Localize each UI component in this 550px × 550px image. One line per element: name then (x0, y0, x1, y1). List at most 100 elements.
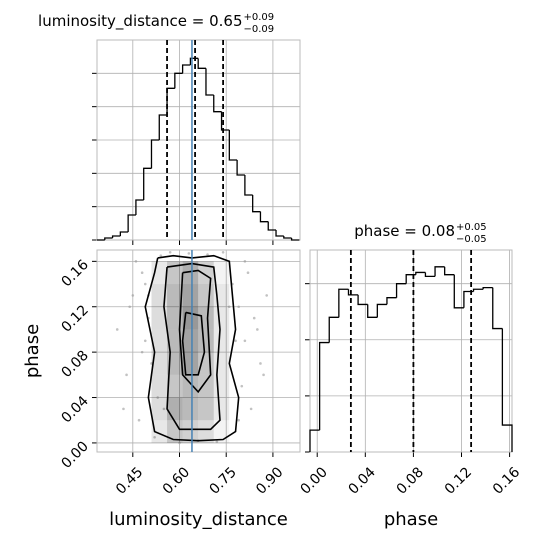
sample-point (256, 328, 259, 331)
hist-step (501, 328, 513, 452)
hist-step (205, 68, 214, 96)
hist-step (405, 274, 416, 284)
x-tick-label: 0.08 (394, 464, 427, 497)
sample-point (140, 350, 144, 354)
sample-point (237, 418, 240, 422)
density-cell (198, 420, 214, 443)
density-cell (182, 397, 199, 421)
sample-point (140, 271, 144, 274)
hist-step (135, 199, 144, 215)
hist-step (318, 341, 330, 431)
hist-step (252, 195, 261, 213)
axes-frame (96, 249, 301, 453)
sample-point (159, 254, 163, 257)
density-cell (198, 306, 214, 330)
sample-point (150, 362, 153, 365)
x-axis-label: luminosity_distance (109, 509, 288, 530)
density-cell (167, 397, 183, 421)
sample-point (215, 440, 219, 444)
sample-point (134, 260, 138, 263)
sample-point (243, 339, 247, 343)
sample-point (143, 339, 147, 343)
hist-step (244, 175, 253, 196)
density-cell (182, 261, 199, 285)
sample-point (246, 271, 250, 274)
y-tick-label: 0.12 (58, 302, 91, 335)
hist-step (386, 297, 397, 305)
density-cell (151, 329, 168, 353)
title-lower: −0.09 (244, 24, 275, 35)
y-tick-label: 0.08 (58, 348, 91, 381)
contour (144, 254, 240, 442)
title-lower: −0.05 (456, 234, 487, 245)
density-cell (213, 397, 230, 421)
hist-step (275, 230, 284, 237)
hist-step (434, 266, 445, 277)
sample-point (240, 384, 244, 388)
sample-point (178, 441, 181, 445)
hist-step (197, 58, 206, 69)
density-cell (151, 306, 168, 330)
hist-step (150, 139, 160, 169)
density-cell (213, 374, 230, 398)
x-tick-label: 0.00 (297, 464, 330, 497)
density-cell (151, 397, 168, 421)
density-cell (167, 284, 183, 307)
hist-step (174, 72, 183, 89)
sample-point (249, 407, 253, 411)
sample-point (221, 250, 225, 254)
hist-step (424, 272, 436, 278)
hist-step (119, 231, 129, 236)
density-cell (213, 352, 230, 375)
density-cell (151, 284, 168, 307)
density-cell (198, 374, 214, 398)
title-upper: +0.05 (456, 222, 487, 233)
sample-point (128, 305, 131, 309)
hist-step (463, 290, 474, 308)
hist-step (482, 286, 493, 290)
sample-point (122, 407, 125, 411)
hist-step (395, 283, 407, 298)
hist-step (220, 111, 230, 131)
sample-point (131, 294, 135, 297)
x-tick-label: 0.04 (346, 464, 379, 497)
sample-point (168, 250, 172, 254)
hist-step (357, 294, 368, 306)
hist-step (236, 160, 245, 176)
title-upper: +0.09 (244, 12, 275, 23)
density-cell (151, 420, 168, 443)
sample-point (187, 252, 191, 255)
hist-step (104, 237, 113, 240)
contour (178, 269, 212, 394)
contour (181, 311, 206, 376)
sample-point (262, 373, 265, 377)
axes-frame (309, 249, 513, 453)
x-tick-label: 0.75 (206, 464, 239, 497)
hist-step (472, 288, 484, 292)
sample-point (265, 294, 268, 297)
density-cell (151, 374, 168, 398)
hist-step (213, 95, 222, 113)
hist-step (453, 274, 464, 309)
sample-point (243, 260, 247, 263)
density-cell (167, 420, 183, 443)
sample-point (162, 407, 166, 411)
y-axis-label: phase (22, 324, 43, 378)
hist-step (158, 114, 168, 140)
y-tick-label: 0.00 (58, 438, 91, 471)
sample-point (234, 339, 237, 343)
hist-step (290, 238, 300, 241)
panel-title: phase = 0.08 (354, 222, 455, 240)
hist-step (347, 289, 359, 296)
sample-point (206, 253, 209, 256)
hist-step (228, 130, 238, 161)
x-tick-label: 0.90 (253, 464, 286, 497)
density-cell (151, 352, 168, 375)
hist-step (166, 87, 175, 115)
density-cell (182, 329, 199, 353)
y-tick-label: 0.16 (58, 257, 91, 290)
density-cell (198, 397, 214, 421)
sample-point (228, 305, 231, 309)
